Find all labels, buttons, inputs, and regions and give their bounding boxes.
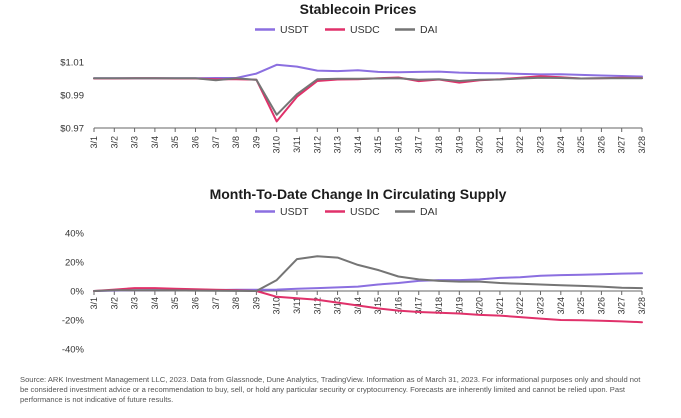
x-tick-label: 3/6 bbox=[190, 136, 200, 149]
x-tick-label: 3/24 bbox=[556, 297, 566, 315]
x-tick-label: 3/11 bbox=[292, 136, 302, 153]
x-tick-label: 3/17 bbox=[414, 136, 424, 154]
y-tick-label: -20% bbox=[62, 316, 85, 327]
x-tick-label: 3/7 bbox=[211, 297, 221, 310]
x-tick-label: 3/22 bbox=[515, 297, 525, 315]
x-tick-label: 3/12 bbox=[312, 136, 322, 154]
chart-title: Stablecoin Prices bbox=[300, 1, 417, 17]
x-tick-label: 3/21 bbox=[495, 136, 505, 154]
x-tick-label: 3/1 bbox=[89, 297, 99, 310]
x-tick-label: 3/9 bbox=[251, 297, 261, 310]
x-tick-label: 3/2 bbox=[109, 136, 119, 149]
x-tick-label: 3/15 bbox=[373, 297, 383, 315]
y-tick-label: -40% bbox=[62, 345, 85, 356]
x-tick-label: 3/22 bbox=[515, 136, 525, 154]
x-tick-label: 3/16 bbox=[393, 297, 403, 315]
x-tick-label: 3/27 bbox=[617, 136, 627, 154]
x-tick-label: 3/11 bbox=[292, 297, 302, 314]
series-line-dai bbox=[93, 255, 643, 292]
x-tick-label: 3/2 bbox=[109, 297, 119, 310]
legend-label-usdc: USDC bbox=[350, 206, 380, 218]
legend: USDT USDC DAI bbox=[255, 206, 438, 218]
legend-label-usdt: USDT bbox=[280, 206, 309, 218]
legend-label-usdt: USDT bbox=[280, 24, 309, 36]
chart-2: Month-To-Date Change In Circulating Supp… bbox=[62, 186, 647, 356]
y-tick-label: 0% bbox=[70, 287, 84, 298]
x-tick-label: 3/18 bbox=[434, 297, 444, 315]
y-tick-label: $1.01 bbox=[60, 58, 84, 69]
x-tick-label: 3/3 bbox=[130, 297, 140, 310]
x-tick-label: 3/15 bbox=[373, 136, 383, 154]
x-tick-label: 3/9 bbox=[251, 136, 261, 149]
x-tick-label: 3/7 bbox=[211, 136, 221, 149]
x-tick-label: 3/17 bbox=[414, 297, 424, 315]
legend: USDT USDC DAI bbox=[255, 24, 438, 36]
x-tick-label: 3/26 bbox=[596, 297, 606, 315]
x-tick-label: 3/8 bbox=[231, 297, 241, 310]
chart-1: Stablecoin Prices USDT USDC DAI $0.97 $0.99 $1… bbox=[60, 1, 647, 154]
x-tick-label: 3/20 bbox=[475, 136, 485, 154]
chart-title: Month-To-Date Change In Circulating Supp… bbox=[210, 186, 507, 202]
x-tick-label: 3/28 bbox=[637, 136, 647, 154]
x-tick-label: 3/19 bbox=[454, 136, 464, 154]
x-tick-label: 3/25 bbox=[576, 297, 586, 315]
series-line-dai bbox=[93, 76, 643, 116]
x-tick-label: 3/4 bbox=[150, 136, 160, 149]
x-tick-label: 3/5 bbox=[170, 136, 180, 149]
x-tick-label: 3/3 bbox=[130, 136, 140, 149]
x-tick-label: 3/21 bbox=[495, 297, 505, 315]
x-tick-label: 3/25 bbox=[576, 136, 586, 154]
legend-label-dai: DAI bbox=[420, 206, 438, 218]
x-tick-label: 3/13 bbox=[333, 297, 343, 315]
x-tick-label: 3/13 bbox=[333, 136, 343, 154]
y-tick-label: $0.99 bbox=[60, 91, 84, 102]
y-tick-label: 40% bbox=[65, 229, 85, 240]
x-tick-label: 3/10 bbox=[272, 136, 282, 154]
legend-label-usdc: USDC bbox=[350, 24, 380, 36]
series-line-usdc bbox=[93, 75, 643, 123]
x-tick-label: 3/5 bbox=[170, 297, 180, 310]
legend-label-dai: DAI bbox=[420, 24, 438, 36]
series-line-usdc bbox=[93, 287, 643, 324]
y-tick-label: $0.97 bbox=[60, 124, 84, 135]
x-tick-label: 3/28 bbox=[637, 297, 647, 315]
x-tick-label: 3/14 bbox=[353, 136, 363, 154]
source-footnote: Source: ARK Investment Management LLC, 2… bbox=[20, 375, 641, 404]
x-tick-label: 3/19 bbox=[454, 297, 464, 315]
x-tick-label: 3/10 bbox=[272, 297, 282, 315]
x-tick-label: 3/26 bbox=[596, 136, 606, 154]
x-tick-label: 3/6 bbox=[190, 297, 200, 310]
x-tick-label: 3/23 bbox=[536, 297, 546, 315]
x-tick-label: 3/23 bbox=[536, 136, 546, 154]
x-tick-label: 3/24 bbox=[556, 136, 566, 154]
y-tick-label: 20% bbox=[65, 258, 85, 269]
x-tick-label: 3/8 bbox=[231, 136, 241, 149]
x-tick-label: 3/20 bbox=[475, 297, 485, 315]
x-tick-label: 3/12 bbox=[312, 297, 322, 315]
x-tick-label: 3/1 bbox=[89, 136, 99, 149]
x-tick-label: 3/4 bbox=[150, 297, 160, 310]
x-tick-label: 3/18 bbox=[434, 136, 444, 154]
x-tick-label: 3/27 bbox=[617, 297, 627, 315]
x-tick-label: 3/16 bbox=[393, 136, 403, 154]
